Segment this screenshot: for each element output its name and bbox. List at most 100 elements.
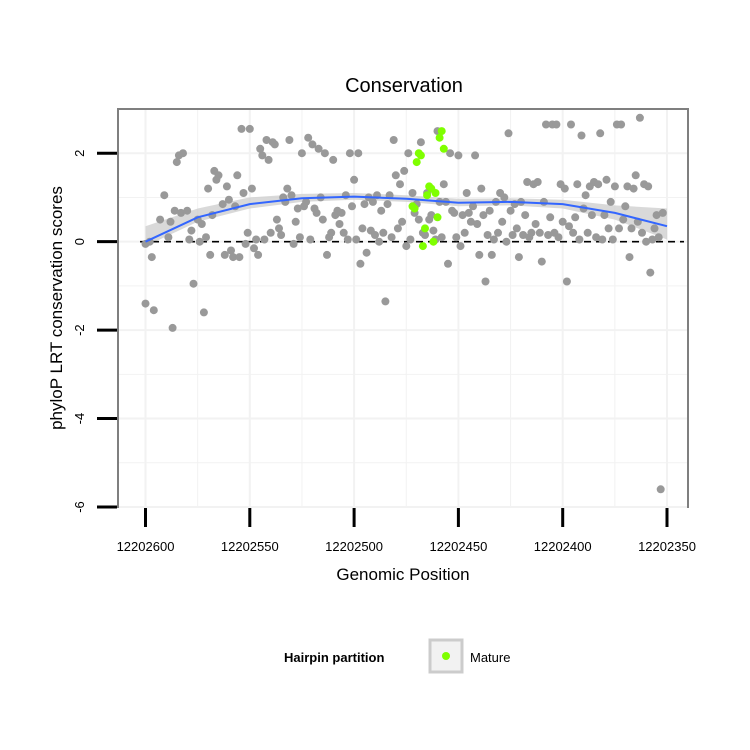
point-207 (587, 211, 596, 220)
point-155 (479, 211, 488, 220)
point-46 (252, 235, 261, 244)
point-121 (408, 189, 417, 197)
x-tick-label-3: 12202450 (429, 539, 487, 554)
point-88 (339, 228, 348, 237)
point-55 (270, 140, 279, 149)
point-204 (581, 191, 590, 200)
point-57 (275, 224, 283, 233)
point-4 (149, 306, 158, 315)
point-160 (489, 235, 498, 244)
point-33 (224, 195, 233, 204)
point-236 (648, 235, 657, 244)
point-153 (475, 250, 484, 259)
point-202 (577, 131, 586, 140)
mature-point-14 (437, 127, 446, 136)
point-238 (652, 211, 661, 220)
point-135 (437, 233, 446, 242)
point-9 (168, 323, 177, 332)
point-119 (404, 149, 413, 158)
mature-point-2 (412, 158, 421, 167)
point-230 (635, 113, 644, 122)
point-136 (439, 180, 448, 189)
point-226 (627, 224, 636, 233)
point-212 (598, 235, 607, 244)
point-56 (272, 215, 281, 224)
point-168 (506, 206, 515, 215)
point-99 (362, 248, 371, 257)
point-98 (360, 200, 369, 209)
point-227 (629, 184, 638, 193)
point-7 (164, 233, 173, 242)
point-8 (166, 217, 175, 226)
point-201 (575, 235, 584, 244)
point-114 (393, 224, 402, 233)
point-11 (172, 158, 181, 167)
point-197 (567, 120, 575, 129)
point-205 (583, 228, 592, 237)
point-221 (617, 120, 626, 129)
y-tick-label-3: 0 (72, 238, 87, 245)
point-72 (306, 235, 315, 244)
point-24 (204, 184, 213, 193)
point-3 (147, 253, 156, 262)
point-87 (337, 208, 346, 217)
point-147 (462, 189, 471, 197)
point-152 (473, 220, 482, 228)
point-175 (521, 211, 530, 220)
point-53 (266, 228, 275, 237)
point-174 (519, 231, 528, 239)
point-130 (427, 211, 436, 220)
mature-point-13 (435, 133, 444, 142)
point-51 (262, 136, 271, 144)
point-15 (183, 206, 192, 215)
point-116 (398, 217, 407, 226)
point-218 (610, 182, 619, 191)
point-108 (381, 297, 390, 306)
point-35 (229, 253, 238, 262)
point-13 (177, 208, 185, 217)
legend-title: Hairpin partition (284, 650, 384, 665)
point-6 (160, 191, 169, 200)
point-233 (642, 237, 651, 246)
point-150 (469, 202, 477, 211)
point-41 (241, 239, 250, 248)
y-axis-label: phyloP LRT conservation scores (47, 186, 66, 430)
mature-point-5 (418, 242, 427, 251)
y-tick-label-2: -2 (72, 324, 87, 336)
point-235 (646, 268, 655, 277)
point-171 (512, 224, 521, 233)
point-185 (542, 120, 550, 129)
point-112 (389, 136, 398, 144)
point-151 (471, 151, 480, 160)
point-102 (368, 197, 377, 206)
point-82 (327, 228, 336, 237)
point-194 (560, 184, 569, 193)
point-22 (199, 308, 208, 317)
point-49 (258, 151, 267, 160)
point-181 (533, 178, 542, 186)
point-149 (466, 217, 475, 226)
point-64 (289, 239, 298, 248)
point-39 (237, 124, 246, 133)
legend-key-mature (442, 652, 450, 660)
point-222 (619, 215, 628, 224)
point-95 (354, 149, 363, 158)
mature-point-10 (429, 237, 438, 246)
point-190 (552, 120, 561, 129)
point-61 (283, 184, 292, 193)
mature-point-15 (439, 144, 448, 153)
point-142 (452, 233, 461, 242)
point-224 (623, 182, 632, 191)
point-73 (308, 140, 317, 149)
point-107 (379, 228, 388, 237)
point-211 (596, 129, 605, 138)
ribbon-area (145, 193, 667, 247)
point-199 (571, 213, 580, 222)
point-29 (214, 171, 223, 180)
point-143 (454, 151, 463, 160)
point-44 (247, 184, 256, 193)
point-79 (320, 149, 329, 158)
point-80 (323, 250, 331, 259)
smooth-curve (145, 195, 668, 243)
